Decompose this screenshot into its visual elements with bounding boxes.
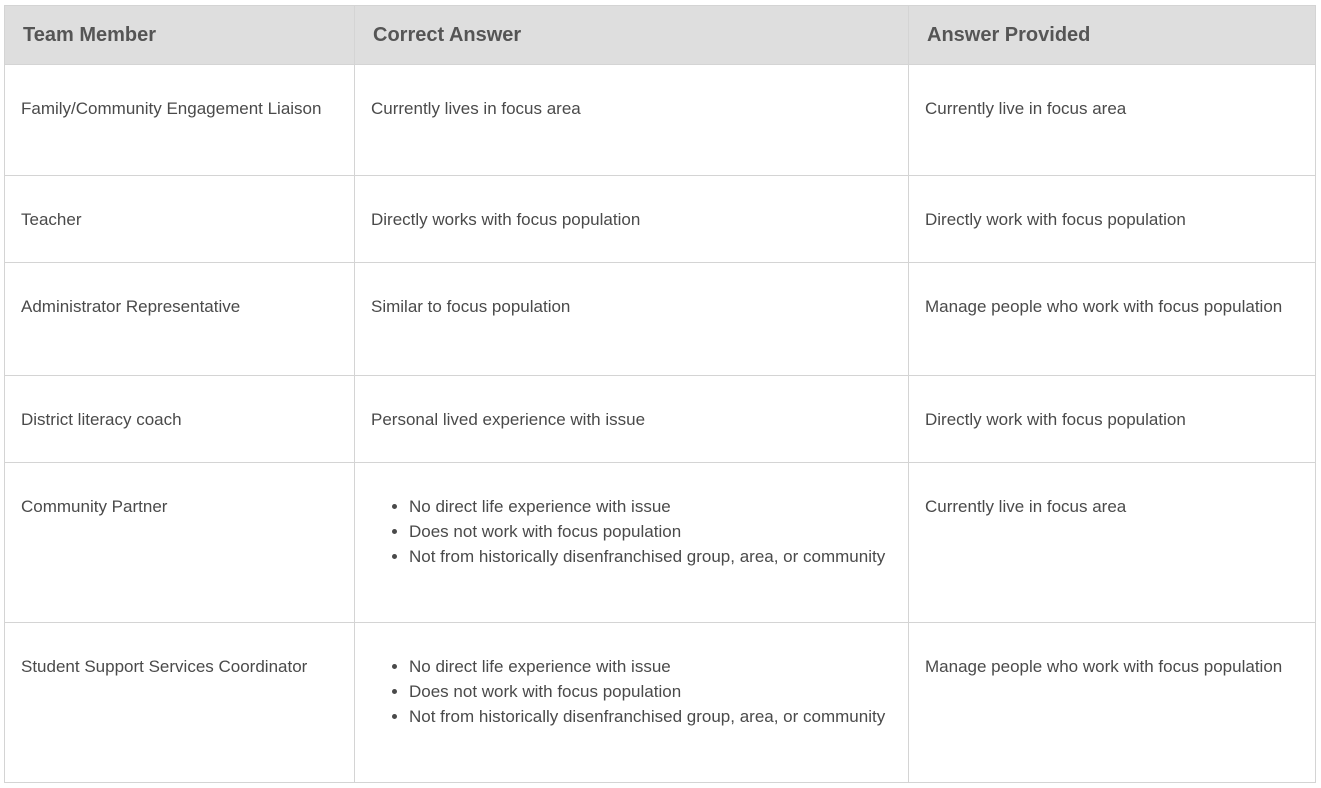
team-member-cell: Administrator Representative <box>4 262 355 376</box>
correct-answer-cell: No direct life experience with issueDoes… <box>354 622 909 783</box>
correct-answer-cell: Personal lived experience with issue <box>354 375 909 463</box>
table-row: Administrator Representative Similar to f… <box>4 262 1316 376</box>
header-row: Team Member Correct Answer Answer Provid… <box>4 5 1316 65</box>
correct-answer-cell: Directly works with focus population <box>354 175 909 263</box>
list-item: No direct life experience with issue <box>409 494 892 519</box>
team-member-cell: Teacher <box>4 175 355 263</box>
answer-provided-cell: Directly work with focus population <box>908 375 1316 463</box>
table-row: Teacher Directly works with focus populat… <box>4 175 1316 263</box>
team-member-cell: District literacy coach <box>4 375 355 463</box>
answer-provided-cell: Currently live in focus area <box>908 64 1316 176</box>
correct-answer-cell: Currently lives in focus area <box>354 64 909 176</box>
answer-provided-cell: Directly work with focus population <box>908 175 1316 263</box>
table-row: Family/Community Engagement Liaison Curre… <box>4 64 1316 176</box>
correct-answer-cell: Similar to focus population <box>354 262 909 376</box>
header-correct-answer: Correct Answer <box>354 5 909 65</box>
team-member-cell: Community Partner <box>4 462 355 623</box>
answer-provided-cell: Manage people who work with focus popula… <box>908 262 1316 376</box>
header-team-member: Team Member <box>4 5 355 65</box>
answers-table: Team Member Correct Answer Answer Provid… <box>4 5 1316 783</box>
team-member-cell: Family/Community Engagement Liaison <box>4 64 355 176</box>
table-row: Community Partner No direct life experien… <box>4 462 1316 623</box>
team-member-cell: Student Support Services Coordinator <box>4 622 355 783</box>
correct-answer-list: No direct life experience with issueDoes… <box>387 654 892 729</box>
header-answer-provided: Answer Provided <box>908 5 1316 65</box>
list-item: Does not work with focus population <box>409 679 892 704</box>
list-item: Not from historically disenfranchised gr… <box>409 544 892 569</box>
answer-provided-cell: Manage people who work with focus popula… <box>908 622 1316 783</box>
correct-answer-cell: No direct life experience with issueDoes… <box>354 462 909 623</box>
list-item: Not from historically disenfranchised gr… <box>409 704 892 729</box>
answer-provided-cell: Currently live in focus area <box>908 462 1316 623</box>
table-row: District literacy coach Personal lived ex… <box>4 375 1316 463</box>
list-item: No direct life experience with issue <box>409 654 892 679</box>
correct-answer-list: No direct life experience with issueDoes… <box>387 494 892 569</box>
table-row: Student Support Services Coordinator No d… <box>4 622 1316 783</box>
list-item: Does not work with focus population <box>409 519 892 544</box>
